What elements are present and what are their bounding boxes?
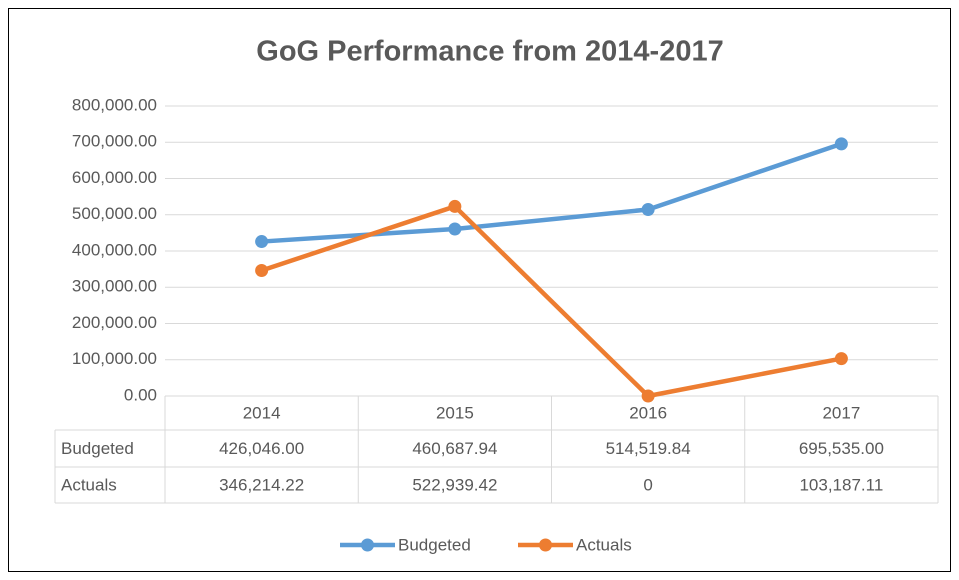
y-tick-label: 200,000.00 <box>72 313 157 332</box>
legend-label: Actuals <box>576 535 632 554</box>
y-tick-label: 800,000.00 <box>72 95 157 114</box>
x-tick-label: 2014 <box>243 403 281 422</box>
y-tick-label: 700,000.00 <box>72 132 157 151</box>
table-cell: 103,187.11 <box>799 475 883 494</box>
data-point <box>255 235 269 249</box>
data-point <box>255 263 269 277</box>
x-tick-label: 2015 <box>436 403 474 422</box>
y-tick-label: 0.00 <box>124 385 157 404</box>
table-cell: 460,687.94 <box>412 439 497 458</box>
y-tick-label: 300,000.00 <box>72 277 157 296</box>
table-cell: 522,939.42 <box>412 475 497 494</box>
data-point <box>448 199 462 213</box>
series-line <box>259 141 844 244</box>
table-cell: 695,535.00 <box>799 439 884 458</box>
table-cell: 426,046.00 <box>219 439 304 458</box>
table-row-header: Actuals <box>61 475 117 494</box>
table-cell: 0 <box>643 475 652 494</box>
data-point <box>448 222 462 236</box>
table-row-header: Budgeted <box>61 439 134 458</box>
data-point <box>834 137 848 151</box>
legend-label: Budgeted <box>398 535 471 554</box>
data-point <box>834 352 848 366</box>
legend-marker <box>539 538 552 552</box>
x-tick-label: 2016 <box>629 403 667 422</box>
series-line <box>259 204 844 399</box>
y-tick-label: 100,000.00 <box>72 349 157 368</box>
data-point <box>641 202 655 216</box>
legend-marker <box>361 538 374 552</box>
data-point <box>641 389 655 403</box>
table-cell: 514,519.84 <box>606 439 691 458</box>
y-tick-label: 600,000.00 <box>72 168 157 187</box>
x-tick-label: 2017 <box>822 403 860 422</box>
y-tick-label: 400,000.00 <box>72 240 157 259</box>
table-cell: 346,214.22 <box>219 475 304 494</box>
y-tick-label: 500,000.00 <box>72 204 157 223</box>
chart-title: GoG Performance from 2014-2017 <box>256 36 723 68</box>
